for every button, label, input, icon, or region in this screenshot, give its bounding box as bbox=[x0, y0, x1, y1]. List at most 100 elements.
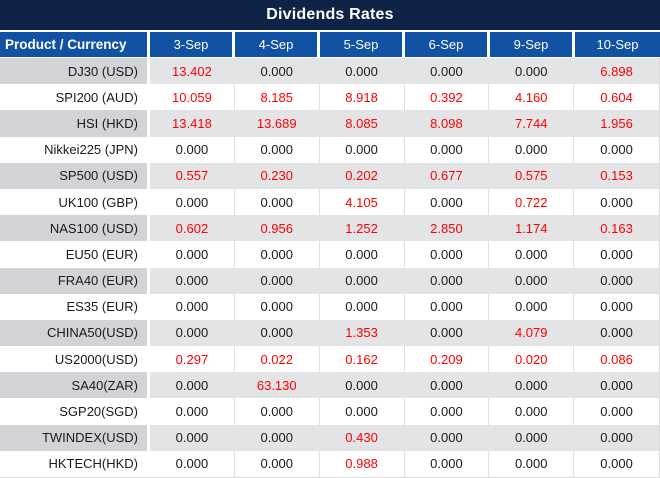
value-cell: 8.918 bbox=[319, 84, 405, 111]
value-cell: 0.000 bbox=[574, 372, 659, 399]
table-header-row: Product / Currency 3-Sep 4-Sep 5-Sep 6-S… bbox=[0, 30, 660, 58]
value-cell: 0.000 bbox=[404, 267, 490, 294]
table-row: EU50 (EUR) 0.000 0.000 0.000 0.000 0.000 0.00… bbox=[0, 241, 659, 268]
table-row: HSI (HKD) 13.418 13.689 8.085 8.098 7.744 1.9… bbox=[0, 110, 659, 137]
product-cell: SGP20(SGD) bbox=[0, 398, 150, 425]
value-cell: 4.160 bbox=[489, 84, 575, 111]
value-cell: 0.000 bbox=[574, 267, 659, 294]
value-cell: 0.000 bbox=[319, 241, 405, 268]
column-header-3-sep: 3-Sep bbox=[150, 32, 235, 57]
value-cell: 0.000 bbox=[319, 267, 405, 294]
value-cell: 0.000 bbox=[319, 398, 405, 425]
value-cell: 1.956 bbox=[574, 110, 659, 137]
table-row: US2000(USD) 0.297 0.022 0.162 0.209 0.020 0.0… bbox=[0, 346, 659, 373]
value-cell: 0.000 bbox=[404, 241, 490, 268]
column-header-10-sep: 10-Sep bbox=[575, 32, 660, 57]
value-cell: 13.402 bbox=[150, 58, 235, 85]
value-cell: 0.020 bbox=[489, 346, 575, 373]
value-cell: 0.000 bbox=[150, 319, 235, 347]
value-cell: 0.163 bbox=[574, 215, 659, 242]
value-cell: 0.000 bbox=[234, 319, 320, 347]
value-cell: 0.988 bbox=[319, 450, 405, 477]
table-row: HKTECH(HKD) 0.000 0.000 0.988 0.000 0.000 0.0… bbox=[0, 450, 659, 477]
product-cell: UK100 (GBP) bbox=[0, 188, 150, 216]
value-cell: 0.557 bbox=[150, 162, 235, 189]
value-cell: 8.085 bbox=[319, 110, 405, 137]
table-row: ES35 (EUR) 0.000 0.000 0.000 0.000 0.000 0.00… bbox=[0, 293, 659, 320]
value-cell: 0.000 bbox=[489, 450, 575, 477]
value-cell: 0.162 bbox=[319, 346, 405, 373]
value-cell: 0.000 bbox=[404, 319, 490, 347]
table-row: TWINDEX(USD) 0.000 0.000 0.430 0.000 0.000 0.… bbox=[0, 424, 659, 451]
value-cell: 0.202 bbox=[319, 162, 405, 189]
table-row: SGP20(SGD) 0.000 0.000 0.000 0.000 0.000 0.00… bbox=[0, 398, 659, 425]
value-cell: 10.059 bbox=[150, 84, 235, 111]
value-cell: 0.000 bbox=[150, 450, 235, 477]
value-cell: 0.000 bbox=[150, 136, 235, 163]
value-cell: 0.000 bbox=[150, 398, 235, 425]
value-cell: 0.000 bbox=[574, 424, 659, 451]
value-cell: 0.000 bbox=[574, 136, 659, 163]
value-cell: 0.000 bbox=[234, 450, 320, 477]
column-header-9-sep: 9-Sep bbox=[490, 32, 575, 57]
value-cell: 0.000 bbox=[404, 398, 490, 425]
table-row: UK100 (GBP) 0.000 0.000 4.105 0.000 0.722 0.0… bbox=[0, 188, 659, 216]
value-cell: 0.602 bbox=[150, 215, 235, 242]
value-cell: 0.000 bbox=[574, 450, 659, 477]
value-cell: 0.000 bbox=[489, 136, 575, 163]
value-cell: 0.392 bbox=[404, 84, 490, 111]
value-cell: 0.086 bbox=[574, 346, 659, 373]
product-cell: TWINDEX(USD) bbox=[0, 424, 150, 451]
value-cell: 0.575 bbox=[489, 162, 575, 189]
value-cell: 0.722 bbox=[489, 188, 575, 216]
value-cell: 0.209 bbox=[404, 346, 490, 373]
value-cell: 4.079 bbox=[489, 319, 575, 347]
value-cell: 0.000 bbox=[234, 424, 320, 451]
value-cell: 0.000 bbox=[404, 58, 490, 85]
value-cell: 13.689 bbox=[234, 110, 320, 137]
value-cell: 0.153 bbox=[574, 162, 659, 189]
value-cell: 0.430 bbox=[319, 424, 405, 451]
column-header-6-sep: 6-Sep bbox=[405, 32, 490, 57]
value-cell: 0.000 bbox=[574, 241, 659, 268]
product-cell: NAS100 (USD) bbox=[0, 215, 150, 242]
value-cell: 0.297 bbox=[150, 346, 235, 373]
value-cell: 0.000 bbox=[150, 241, 235, 268]
product-cell: Nikkei225 (JPN) bbox=[0, 136, 150, 163]
value-cell: 0.000 bbox=[404, 372, 490, 399]
product-cell: EU50 (EUR) bbox=[0, 241, 150, 268]
value-cell: 1.174 bbox=[489, 215, 575, 242]
value-cell: 1.353 bbox=[319, 319, 405, 347]
value-cell: 0.000 bbox=[150, 293, 235, 320]
value-cell: 0.000 bbox=[150, 424, 235, 451]
product-cell: FRA40 (EUR) bbox=[0, 267, 150, 294]
table-row: SPI200 (AUD) 10.059 8.185 8.918 0.392 4.160 0… bbox=[0, 84, 659, 111]
value-cell: 0.000 bbox=[489, 58, 575, 85]
table-row: NAS100 (USD) 0.602 0.956 1.252 2.850 1.174 0.… bbox=[0, 215, 659, 242]
value-cell: 0.000 bbox=[574, 319, 659, 347]
value-cell: 0.677 bbox=[404, 162, 490, 189]
product-cell: CHINA50(USD) bbox=[0, 319, 150, 347]
value-cell: 0.000 bbox=[404, 424, 490, 451]
value-cell: 0.000 bbox=[234, 188, 320, 216]
value-cell: 8.185 bbox=[234, 84, 320, 111]
value-cell: 0.000 bbox=[489, 241, 575, 268]
value-cell: 0.000 bbox=[150, 372, 235, 399]
value-cell: 0.000 bbox=[234, 293, 320, 320]
product-cell: HKTECH(HKD) bbox=[0, 450, 150, 477]
table-row: Nikkei225 (JPN) 0.000 0.000 0.000 0.000 0.00… bbox=[0, 136, 659, 163]
value-cell: 1.252 bbox=[319, 215, 405, 242]
value-cell: 13.418 bbox=[150, 110, 235, 137]
value-cell: 8.098 bbox=[404, 110, 490, 137]
product-cell: ES35 (EUR) bbox=[0, 293, 150, 320]
value-cell: 0.000 bbox=[574, 293, 659, 320]
value-cell: 0.000 bbox=[319, 136, 405, 163]
value-cell: 4.105 bbox=[319, 188, 405, 216]
value-cell: 0.000 bbox=[234, 267, 320, 294]
value-cell: 0.000 bbox=[234, 398, 320, 425]
column-header-product-currency: Product / Currency bbox=[0, 32, 150, 57]
value-cell: 2.850 bbox=[404, 215, 490, 242]
value-cell: 0.000 bbox=[319, 293, 405, 320]
value-cell: 0.022 bbox=[234, 346, 320, 373]
